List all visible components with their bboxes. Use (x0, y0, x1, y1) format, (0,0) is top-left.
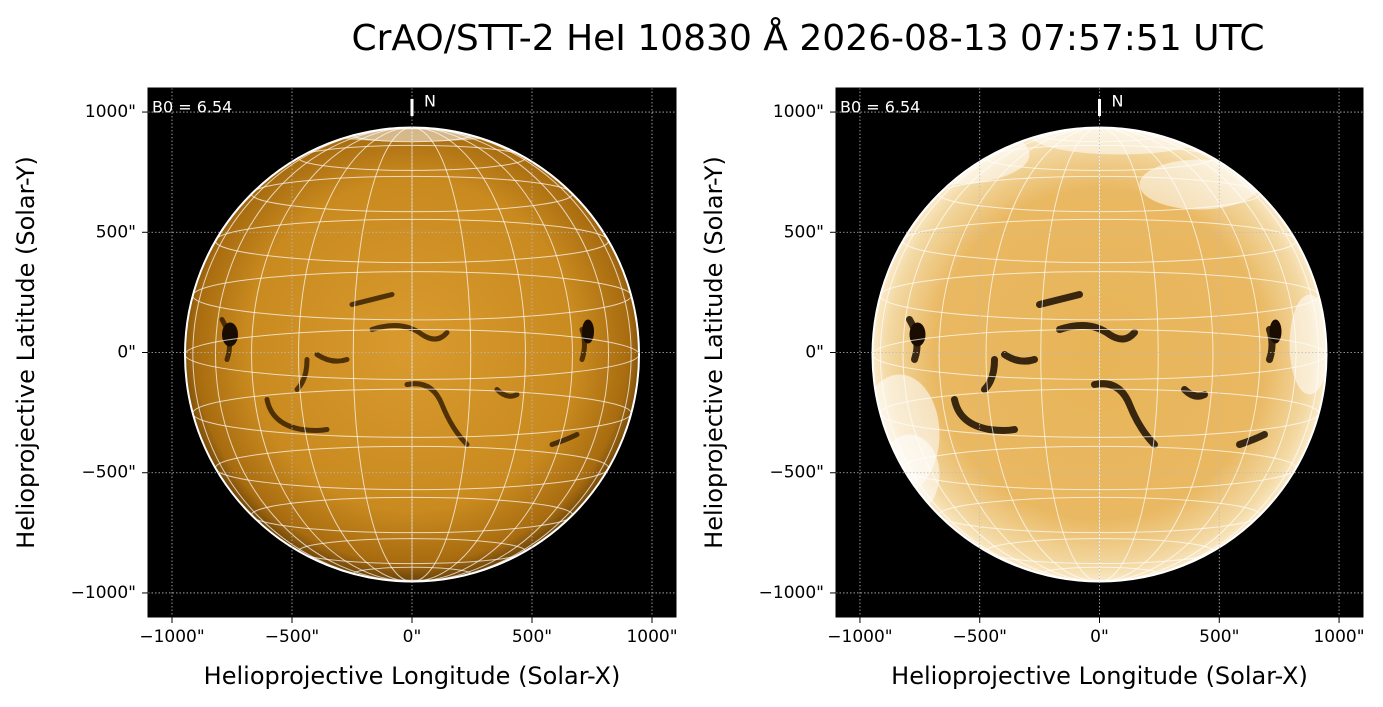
meridian (938, 127, 1100, 582)
y-axis-label: Helioprojective Latitude (Solar-Y) (12, 156, 40, 549)
filament (1056, 322, 1138, 343)
filament (369, 323, 450, 342)
filament (1001, 351, 1038, 365)
x-tick-label: −500" (952, 627, 1007, 647)
meridian (251, 127, 413, 582)
meridian (1040, 127, 1100, 582)
axes-frame (147, 87, 677, 618)
axes-frame (835, 87, 1364, 618)
y-tick-label: 0" (805, 343, 824, 363)
x-axis-label: Helioprojective Longitude (Solar-X) (891, 662, 1308, 690)
x-tick-label: 0" (1090, 627, 1109, 647)
spot (909, 322, 926, 347)
filament (314, 352, 350, 364)
meridian (1099, 127, 1159, 582)
spot (1269, 319, 1282, 344)
meridian (214, 127, 413, 582)
filament (264, 397, 330, 433)
meridian (411, 127, 526, 582)
meridian (879, 127, 1100, 582)
filament (549, 432, 580, 447)
meridian (411, 127, 610, 582)
figure-title: CrAO/STT-2 HeI 10830 Å 2026-08-13 07:57:… (351, 16, 1264, 59)
meridian (1099, 127, 1297, 582)
annotation: B0 = 6.54 (840, 98, 920, 117)
y-tick-label: −1000" (71, 583, 136, 603)
meridian (411, 127, 632, 582)
annotation: B0 = 6.54 (152, 98, 232, 117)
meridian (192, 127, 413, 582)
meridian (352, 127, 413, 582)
meridian (1099, 127, 1214, 582)
bright-patch (1029, 127, 1210, 155)
y-tick-label: 0" (117, 343, 136, 363)
annotation: N (1112, 92, 1124, 111)
filament (951, 396, 1018, 434)
y-axis-label: Helioprojective Latitude (Solar-Y) (700, 156, 728, 549)
x-tick-label: −500" (265, 627, 320, 647)
x-axis-label: Helioprojective Longitude (Solar-X) (204, 662, 621, 690)
y-tick-label: 500" (96, 222, 136, 242)
x-tick-label: 500" (1199, 627, 1239, 647)
meridian (902, 127, 1100, 582)
meridian (411, 127, 472, 582)
y-tick-label: 1000" (773, 102, 824, 122)
filament (1236, 431, 1268, 448)
y-tick-label: 1000" (85, 102, 136, 122)
x-tick-label: 0" (403, 627, 422, 647)
annotation: N (424, 92, 436, 111)
filament (404, 381, 470, 447)
meridian (985, 127, 1100, 582)
filament (349, 292, 395, 307)
meridian (1099, 127, 1261, 582)
filament (1091, 380, 1158, 448)
meridian (1099, 127, 1320, 582)
x-tick-label: 1000" (1313, 627, 1364, 647)
meridian (411, 127, 573, 582)
y-tick-label: −1000" (759, 583, 824, 603)
x-tick-label: 1000" (626, 627, 677, 647)
y-tick-label: 500" (784, 222, 824, 242)
y-tick-label: −500" (81, 463, 136, 483)
spot (222, 322, 238, 347)
meridian (298, 127, 413, 582)
x-tick-label: −1000" (827, 627, 892, 647)
y-tick-label: −500" (769, 463, 824, 483)
x-tick-label: −1000" (139, 627, 204, 647)
spot (582, 319, 594, 344)
x-tick-label: 500" (512, 627, 552, 647)
filament (1036, 291, 1083, 308)
